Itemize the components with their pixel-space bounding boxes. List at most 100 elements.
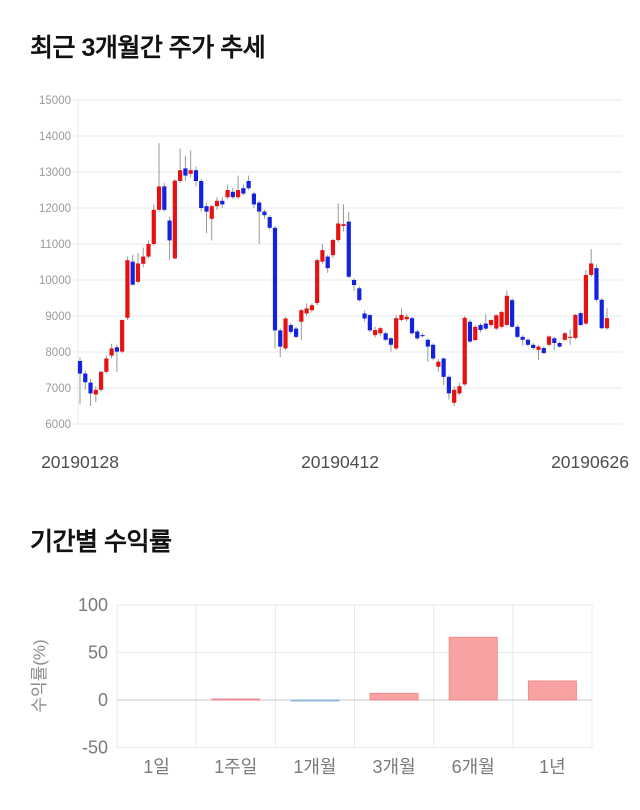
candle-down — [357, 288, 362, 301]
candle-down — [483, 323, 488, 329]
candle-up — [457, 386, 462, 394]
candle-down — [199, 181, 204, 208]
candle-up — [573, 314, 578, 338]
candle-down — [531, 344, 536, 349]
candle-down — [241, 188, 246, 194]
candle-up — [589, 263, 594, 275]
candlestick-series — [77, 143, 610, 406]
candle-down — [578, 313, 583, 325]
candle-up — [104, 358, 109, 372]
candle-up — [462, 317, 467, 385]
returns-x-tick-label: 1주일 — [214, 757, 257, 777]
candle-up — [283, 318, 288, 349]
candle-down — [515, 326, 520, 337]
candle-down — [88, 382, 93, 394]
price-chart-title: 최근 3개월간 주가 추세 — [30, 34, 266, 62]
candle-down — [162, 186, 167, 210]
price-x-axis-labels: 20190128 20190412 20190626 — [41, 452, 629, 472]
bar-1년 — [527, 680, 577, 701]
candle-down — [262, 211, 267, 216]
candle-up — [172, 180, 177, 259]
candle-down — [446, 376, 451, 394]
returns-grid: 100 50 0 -50 — [78, 595, 593, 758]
candle-up — [135, 263, 141, 282]
candle-up — [399, 314, 404, 320]
candle-down — [167, 220, 172, 241]
candle-down — [594, 268, 599, 300]
candle-down — [552, 338, 557, 343]
returns-x-tick-label: 3개월 — [373, 757, 416, 777]
returns-x-tick-label: 1개월 — [293, 757, 336, 777]
candle-up — [562, 333, 567, 340]
candle-down — [541, 348, 546, 354]
candle-up — [330, 240, 336, 256]
candle-down — [420, 335, 425, 337]
candle-up — [452, 389, 457, 403]
candle-up — [146, 244, 151, 257]
candle-down — [351, 280, 357, 286]
candle-down — [204, 206, 209, 212]
price-y-tick-label: 15000 — [39, 95, 71, 107]
candle-down — [325, 256, 330, 269]
candle-down — [257, 202, 262, 212]
candle-down — [83, 373, 88, 383]
candle-up — [141, 256, 146, 264]
candle-up — [98, 371, 104, 390]
candle-down — [272, 227, 278, 331]
candle-up — [404, 316, 409, 320]
price-y-tick-label: 9000 — [45, 311, 71, 323]
candle-up — [304, 308, 309, 314]
candle-up — [309, 305, 314, 311]
candle-down — [183, 168, 188, 176]
candle-down — [557, 343, 562, 347]
candle-down — [288, 325, 293, 332]
candle-up — [320, 250, 325, 262]
candle-up — [214, 200, 220, 207]
returns-y-tick-label: 50 — [88, 643, 108, 663]
bar-1주일 — [211, 698, 261, 701]
candle-down — [193, 170, 199, 181]
returns-y-tick-label: -50 — [82, 738, 108, 758]
candle-up — [178, 170, 183, 181]
candle-up — [151, 209, 156, 244]
candle-down — [520, 336, 525, 340]
candle-down — [430, 344, 436, 359]
candle-up — [188, 170, 193, 174]
returns-x-tick-label: 1일 — [143, 757, 170, 777]
candle-down — [251, 193, 257, 205]
price-y-tick-label: 7000 — [45, 383, 71, 395]
candle-up — [546, 336, 552, 345]
candle-up — [225, 190, 230, 198]
price-x-tick-label: 20190626 — [551, 452, 629, 472]
returns-bars: 1일 1주일 1개월 3개월 6개월 1년 — [143, 636, 577, 777]
candle-down — [267, 217, 272, 228]
candle-down — [525, 339, 531, 345]
candle-up — [156, 186, 162, 210]
candle-up — [315, 260, 320, 304]
candle-down — [441, 358, 446, 377]
price-y-tick-label: 14000 — [39, 131, 71, 143]
candle-down — [467, 321, 473, 342]
candle-up — [120, 319, 125, 352]
candle-down — [114, 347, 119, 352]
price-y-tick-label: 12000 — [39, 203, 71, 215]
candle-up — [488, 319, 494, 325]
candle-down — [362, 313, 367, 319]
bar-3개월 — [369, 692, 419, 701]
candle-up — [583, 274, 589, 324]
bar-1개월 — [290, 699, 340, 702]
candle-down — [278, 330, 283, 347]
candle-up — [536, 346, 541, 350]
candle-up — [394, 318, 399, 349]
candle-up — [373, 330, 378, 336]
returns-y-tick-label: 0 — [98, 690, 108, 710]
candle-up — [209, 206, 214, 219]
candle-down — [478, 325, 483, 331]
candle-up — [436, 361, 441, 367]
candle-up — [473, 326, 478, 341]
candle-down — [409, 318, 415, 334]
candle-up — [504, 295, 509, 325]
returns-y-tick-label: 100 — [78, 595, 108, 615]
